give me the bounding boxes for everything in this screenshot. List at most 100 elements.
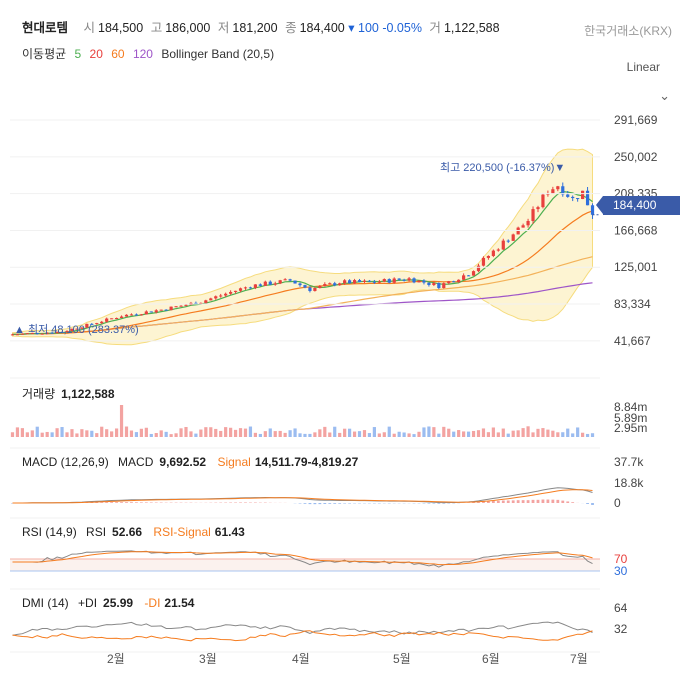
- volume-bar: [347, 428, 352, 437]
- macd-histogram-bar: [591, 503, 594, 505]
- volume-bar: [377, 433, 381, 437]
- volume-bar: [209, 427, 213, 437]
- macd-histogram-bar: [105, 502, 109, 503]
- candle: [169, 306, 173, 311]
- macd-histogram-bar: [323, 503, 327, 504]
- candle: [536, 205, 540, 213]
- candle-body: [521, 225, 525, 228]
- candle-body: [526, 220, 530, 226]
- candle: [75, 328, 79, 330]
- volume-bar: [144, 427, 148, 437]
- price-tick-label: 166,668: [614, 223, 658, 237]
- macd-histogram-bar: [482, 501, 485, 503]
- candle: [462, 273, 466, 280]
- macd-lines: [11, 487, 594, 505]
- macd-histogram-bar: [318, 503, 322, 505]
- volume-bar: [427, 426, 431, 437]
- candle-body: [293, 280, 297, 284]
- dmi-64-label: 64: [614, 601, 628, 615]
- candle: [204, 299, 208, 304]
- candle-body: [248, 287, 253, 289]
- candle-body: [253, 284, 258, 288]
- macd-histogram-bar: [313, 503, 317, 505]
- candle-body: [35, 332, 39, 334]
- candle: [566, 190, 570, 198]
- candle: [134, 313, 139, 316]
- candle: [124, 314, 129, 317]
- bollinger-band-area: [12, 148, 593, 346]
- change-value: ▾ 100 -0.05%: [348, 21, 422, 35]
- candle-body: [139, 314, 143, 316]
- candle: [417, 280, 421, 283]
- volume-bar: [536, 428, 540, 437]
- candle: [114, 317, 119, 320]
- ma20-label[interactable]: 20: [89, 47, 103, 61]
- rsi-lines: [10, 550, 600, 572]
- volume-bar: [100, 426, 104, 437]
- candle-body: [238, 288, 243, 291]
- candle-body: [581, 190, 585, 200]
- macd-histogram-bar: [556, 499, 560, 503]
- scale-selector[interactable]: Linear: [626, 60, 660, 74]
- candle: [581, 190, 585, 200]
- candle: [541, 193, 545, 209]
- candle: [100, 320, 104, 325]
- macd-histogram-bar: [511, 500, 515, 503]
- open-value: 184,500: [98, 21, 144, 35]
- volume-bar: [105, 429, 109, 437]
- volume-bar: [229, 427, 233, 437]
- candle: [179, 305, 183, 307]
- candle: [35, 332, 39, 335]
- candle: [243, 286, 248, 290]
- candle: [397, 278, 401, 281]
- candle-body: [45, 332, 49, 334]
- candle-body: [233, 290, 238, 292]
- macd-tick-label: 37.7k: [614, 455, 644, 469]
- macd-histogram-bar: [566, 501, 570, 503]
- candle-body: [352, 280, 357, 284]
- candle-body: [561, 186, 565, 195]
- volume-bar: [422, 427, 426, 437]
- chevron-down-icon[interactable]: ⌄: [659, 88, 670, 103]
- candle-body: [15, 334, 20, 336]
- candle-body: [357, 280, 362, 282]
- volume-bar: [179, 428, 183, 437]
- candle-body: [338, 283, 342, 286]
- volume-bar: [585, 433, 590, 437]
- candle: [105, 317, 109, 323]
- pdi-value: 25.99: [103, 596, 134, 610]
- volume-value: 1,122,588: [443, 21, 500, 35]
- candle-body: [496, 249, 500, 251]
- candle-body: [402, 279, 406, 281]
- ma60-label[interactable]: 60: [111, 47, 125, 61]
- ma5-label[interactable]: 5: [74, 47, 82, 61]
- macd-histogram-bar: [333, 503, 337, 504]
- volume-bars: [10, 405, 595, 437]
- macd-histogram-bar: [95, 502, 99, 503]
- candle: [407, 276, 411, 282]
- low-value: 181,200: [232, 21, 278, 35]
- ma120-label[interactable]: 120: [132, 47, 153, 61]
- candles: [10, 182, 600, 336]
- volume-bar: [20, 428, 24, 437]
- macd-histogram-bar: [536, 499, 540, 503]
- volume-bar: [471, 430, 476, 437]
- price-tick-label: 41,667: [614, 334, 651, 348]
- bollinger-label[interactable]: Bollinger Band (20,5): [161, 47, 275, 61]
- candle-body: [427, 282, 431, 286]
- macd-hist-value: -4,819.27: [307, 455, 359, 469]
- volume-bar: [501, 428, 505, 437]
- candle: [531, 206, 535, 224]
- mdi-line: [12, 630, 593, 642]
- volume-bar: [194, 433, 198, 437]
- macd-histogram-bar: [477, 502, 480, 503]
- candle-body: [243, 287, 248, 289]
- indicator-legend[interactable]: 이동평균 5 20 60 120 Bollinger Band (20,5): [22, 45, 279, 62]
- macd-histogram-bar: [526, 500, 530, 503]
- candle-body: [556, 186, 560, 190]
- volume-bar: [303, 433, 307, 437]
- candle: [229, 290, 233, 295]
- macd-histogram-bar: [144, 502, 148, 503]
- candle-body: [318, 285, 322, 288]
